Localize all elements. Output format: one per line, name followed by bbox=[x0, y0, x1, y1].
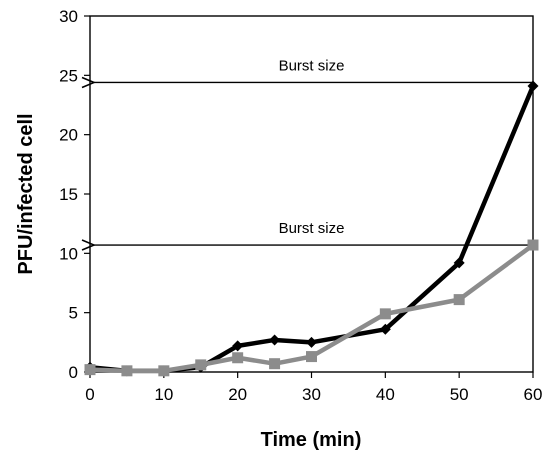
y-tick-label: 30 bbox=[59, 7, 78, 26]
x-tick-label: 20 bbox=[228, 385, 247, 404]
series-2-point bbox=[306, 351, 317, 363]
y-tick-label: 10 bbox=[59, 244, 78, 263]
annotations: Burst size Burst size bbox=[94, 57, 533, 245]
series-2-point bbox=[453, 294, 465, 306]
x-axis-title: Time (min) bbox=[261, 429, 362, 451]
y-axis-title: PFU/infected cell bbox=[15, 113, 37, 274]
y-tick-label: 20 bbox=[59, 126, 78, 145]
y-tick-label: 5 bbox=[69, 304, 78, 323]
x-tick-label: 60 bbox=[524, 385, 543, 404]
series-2-point bbox=[84, 364, 96, 376]
series-2-point bbox=[269, 358, 281, 370]
series-1-point bbox=[527, 80, 539, 92]
series-1-point bbox=[379, 323, 391, 335]
series-2-point bbox=[232, 352, 244, 364]
series-2-point bbox=[158, 365, 170, 377]
axes: 0 10 20 30 40 50 60 0 5 10 15 20 25 30 bbox=[59, 7, 542, 404]
x-tick-label: 0 bbox=[85, 385, 94, 404]
burst-size-label: Burst size bbox=[279, 57, 345, 74]
series-1-point bbox=[232, 340, 244, 352]
burst-size-label: Burst size bbox=[279, 220, 345, 237]
series-2-point bbox=[527, 239, 539, 251]
series-2-point bbox=[195, 359, 207, 371]
x-tick-label: 50 bbox=[450, 385, 469, 404]
x-tick-label: 10 bbox=[154, 385, 173, 404]
series-1-point bbox=[306, 336, 317, 348]
y-tick-label: 25 bbox=[59, 66, 78, 85]
series-1-point bbox=[453, 257, 465, 269]
series-2-line bbox=[89, 243, 535, 374]
y-tick-label: 15 bbox=[59, 185, 78, 204]
series-2-point bbox=[121, 365, 133, 377]
series-1-point bbox=[269, 334, 281, 346]
y-tick-label: 0 bbox=[69, 363, 78, 382]
series-group bbox=[84, 80, 539, 377]
x-tick-label: 40 bbox=[376, 385, 395, 404]
series-2-point bbox=[379, 308, 391, 320]
x-tick-label: 30 bbox=[302, 385, 321, 404]
